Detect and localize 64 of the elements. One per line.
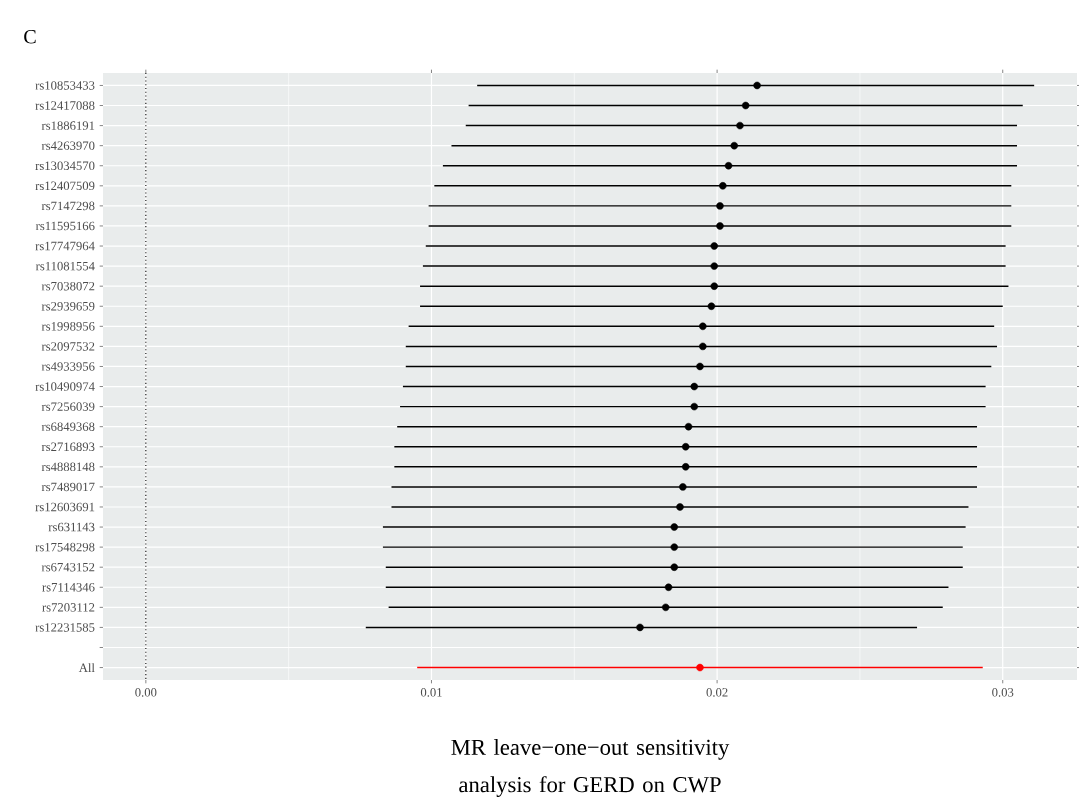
y-tick-label: rs12407509 — [35, 181, 95, 191]
x-tick-label: 0.02 — [706, 688, 728, 697]
point — [696, 663, 704, 672]
point — [681, 443, 690, 451]
y-tick-label: rs17747964 — [35, 241, 95, 251]
point — [699, 322, 707, 331]
y-tick-label: rs7147298 — [41, 201, 95, 211]
y-tick-label: rs7203112 — [42, 603, 95, 612]
point — [664, 583, 673, 592]
y-tick-label: rs1998956 — [41, 322, 95, 331]
point — [753, 81, 761, 90]
point — [716, 222, 724, 230]
x-tick-label: 0.00 — [135, 688, 157, 697]
y-tick-label: rs7114346 — [42, 583, 95, 592]
y-tick-label: rs12417088 — [35, 101, 95, 110]
y-tick-label: rs7489017 — [41, 482, 95, 492]
y-tick-label: rs2939659 — [41, 302, 95, 311]
y-tick-label: rs12231585 — [35, 623, 95, 632]
x-axis-title: MR leave−one−out sensitivity analysis for GERD on CWP — [451, 739, 730, 797]
point — [670, 543, 678, 551]
point — [736, 121, 744, 130]
point — [710, 282, 718, 290]
point — [696, 362, 704, 371]
point — [679, 483, 687, 491]
y-tick-label: rs4263970 — [41, 141, 95, 150]
point — [661, 603, 670, 612]
point — [670, 563, 678, 571]
point — [741, 101, 750, 110]
y-tick-label: rs6743152 — [41, 562, 95, 572]
y-tick-label: rs17548298 — [35, 542, 95, 552]
y-tick-label: rs11595166 — [35, 221, 95, 231]
point — [670, 523, 678, 531]
point — [690, 382, 698, 391]
point — [699, 342, 707, 351]
point — [724, 162, 733, 170]
y-tick-label: rs7256039 — [41, 402, 95, 411]
y-tick-label: rs12603691 — [35, 502, 95, 512]
y-tick-label: rs10853433 — [35, 81, 95, 90]
point — [719, 182, 727, 190]
y-tick-label: rs4888148 — [41, 462, 95, 472]
y-tick-label: rs13034570 — [35, 161, 95, 171]
y-tick-label: rs6849368 — [41, 422, 95, 431]
y-tick-label: rs11081554 — [35, 261, 95, 271]
y-tick-label: rs2097532 — [41, 342, 95, 351]
y-tick-label: rs4933956 — [41, 362, 95, 371]
point — [684, 422, 693, 431]
point — [690, 402, 698, 411]
point — [710, 262, 718, 270]
point — [636, 623, 644, 632]
point — [730, 141, 738, 150]
point — [710, 242, 718, 250]
x-tick-label: 0.03 — [992, 688, 1014, 697]
y-tick-label: rs7038072 — [41, 281, 95, 291]
y-tick-label: rs2716893 — [41, 442, 95, 452]
y-tick-label: rs631143 — [48, 522, 95, 532]
y-tick-label: rs1886191 — [41, 121, 95, 130]
point — [716, 202, 724, 210]
text: C — [24, 30, 36, 44]
y-tick-label: rs10490974 — [35, 382, 95, 391]
point — [676, 503, 684, 511]
point — [681, 463, 690, 471]
y-tick-label: All — [78, 663, 95, 672]
point — [707, 302, 716, 310]
x-tick-label: 0.01 — [420, 688, 442, 697]
